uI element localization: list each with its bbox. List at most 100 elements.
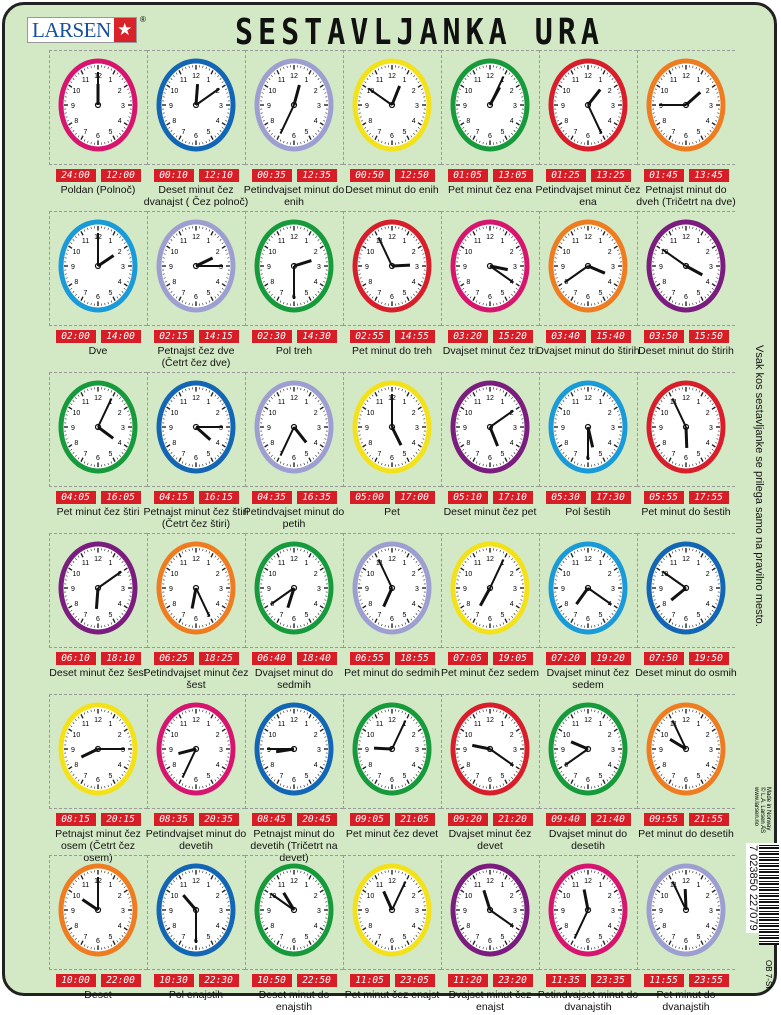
clock-numeral: 3 — [513, 264, 517, 271]
clock-numeral: 4 — [314, 279, 318, 286]
clock-numeral: 2 — [118, 893, 122, 900]
clock-numeral: 4 — [608, 440, 612, 447]
clock-numeral: 3 — [317, 747, 321, 754]
clock-numeral: 1 — [697, 721, 701, 728]
clock-numeral: 11 — [670, 560, 677, 567]
clock-numeral: 4 — [118, 118, 122, 125]
clock-numeral: 11 — [376, 882, 383, 889]
clock-numeral: 9 — [169, 586, 173, 593]
clock-numeral: 8 — [564, 923, 568, 930]
digital-12h: 17:00 — [395, 491, 435, 504]
clock-numeral: 5 — [697, 612, 701, 619]
clock-numeral: 10 — [72, 732, 80, 739]
clock-numeral: 10 — [72, 571, 80, 578]
digital-12h: 15:40 — [591, 330, 631, 343]
clock-numeral: 11 — [572, 238, 579, 245]
clock-numeral: 9 — [561, 747, 565, 754]
digital-24h: 02:15 — [154, 330, 194, 343]
clock-numeral: 2 — [412, 893, 416, 900]
clock-numeral: 7 — [672, 290, 676, 297]
clock-numeral: 8 — [172, 440, 176, 447]
clock-numeral: 5 — [207, 773, 211, 780]
clock-numeral: 10 — [170, 88, 178, 95]
clock-numeral: 11 — [474, 399, 481, 406]
hour-hand — [96, 588, 98, 609]
time-label: Dvajset minut čez enajst — [437, 989, 543, 1013]
time-label: Deset minut čez pet — [437, 506, 543, 518]
clock-numeral: 4 — [608, 279, 612, 286]
clock-numeral: 6 — [292, 938, 296, 945]
clock-numeral: 9 — [365, 264, 369, 271]
clock-numeral: 5 — [207, 451, 211, 458]
clock-numeral: 10 — [268, 732, 276, 739]
clock-numeral: 3 — [611, 103, 615, 110]
clock-numeral: 3 — [219, 103, 223, 110]
clock-numeral: 2 — [510, 249, 514, 256]
time-label: Pol enajstih — [143, 989, 249, 1001]
clock-numeral: 7 — [280, 773, 284, 780]
clock-numeral: 10 — [170, 249, 178, 256]
clock-numeral: 2 — [216, 249, 220, 256]
digital-12h: 14:30 — [297, 330, 337, 343]
clock-numeral: 1 — [599, 399, 603, 406]
clock-numeral: 5 — [501, 934, 505, 941]
clock-numeral: 8 — [466, 440, 470, 447]
clock-numeral: 5 — [599, 612, 603, 619]
time-label: Pet minut do šestih — [633, 506, 739, 518]
clock-numeral: 7 — [182, 129, 186, 136]
made-in-info: Made in Norway © L.A. Larsen AS www.lars… — [753, 787, 771, 833]
clock-numeral: 8 — [662, 762, 666, 769]
clock-numeral: 12 — [682, 556, 690, 563]
clock-numeral: 5 — [501, 612, 505, 619]
clock-numeral: 5 — [109, 934, 113, 941]
